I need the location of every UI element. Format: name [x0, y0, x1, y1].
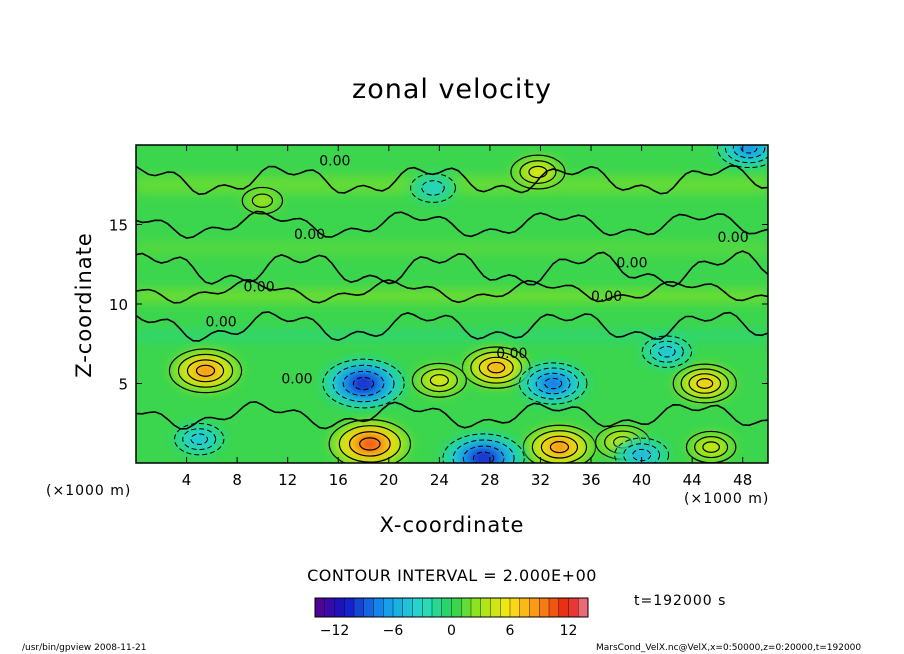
- colorbar-cell: [392, 597, 404, 618]
- feature-blob: [517, 361, 589, 406]
- chart-title: zonal velocity: [352, 74, 552, 105]
- field-band: [136, 240, 768, 257]
- colorbar-cell: [431, 597, 443, 618]
- colorbar-cell: [548, 597, 560, 618]
- colorbar-cell: [529, 597, 540, 618]
- contour-label: 0.00: [496, 346, 527, 362]
- x-tick-label: 24: [430, 471, 449, 489]
- colorbar-cell: [314, 597, 326, 618]
- feature-blob: [685, 430, 738, 463]
- x-tick-label: 28: [480, 471, 499, 489]
- field-band: [136, 288, 768, 304]
- colorbar-cell: [500, 597, 511, 618]
- contour-label: 0.00: [717, 230, 748, 246]
- colorbar-tick-label: 12: [560, 623, 578, 639]
- colorbar-cell: [402, 597, 414, 618]
- colorbar-cell: [383, 597, 394, 618]
- colorbar-tick-label: 0: [447, 623, 456, 639]
- colorbar-cell: [490, 597, 501, 618]
- plot-area: 0.00 0.00 0.00 0.00 0.00 0.00 0.00 0.00 0.00: [135, 144, 769, 464]
- feature-blob: [241, 186, 284, 215]
- time-label: t=192000 s: [634, 593, 727, 609]
- colorbar-cell: [334, 597, 345, 618]
- x-tick-label: 16: [329, 471, 348, 489]
- contour-label: 0.00: [319, 154, 350, 170]
- colorbar-cell: [373, 597, 384, 618]
- colorbar-cell: [353, 597, 365, 618]
- x-tick-group: 4 8 12 16 20 24 28 32 36 40 44 48: [182, 145, 752, 489]
- colorbar-cell: [578, 597, 589, 618]
- x-tick-label: 32: [531, 471, 550, 489]
- x-tick-label: 8: [232, 471, 242, 489]
- colorbar-cell: [470, 597, 482, 618]
- y-tick-label: 10: [109, 296, 128, 314]
- colorbar-cell: [519, 597, 531, 618]
- feature-blob: [173, 422, 226, 456]
- colorbar-cell: [461, 597, 472, 618]
- zero-contour-line: [136, 210, 768, 239]
- colorbar-cell: [558, 597, 570, 618]
- colorbar-cell: [441, 597, 453, 618]
- x-tick-label: 40: [632, 471, 651, 489]
- y-tick-label: 15: [109, 217, 128, 235]
- colorbar-tick-label: −12: [320, 623, 350, 639]
- feature-blob: [521, 424, 598, 463]
- feature-blob: [671, 363, 738, 404]
- contour-interval-label: CONTOUR INTERVAL = 2.000E+00: [307, 566, 597, 585]
- feature-blob: [320, 357, 407, 410]
- zero-contour-line: [136, 401, 768, 430]
- x-tick-label: 36: [581, 471, 600, 489]
- zero-contour-line: [136, 278, 768, 304]
- x-tick-label: 4: [182, 471, 192, 489]
- feature-blob: [440, 432, 527, 463]
- x-tick-label: 20: [379, 471, 398, 489]
- contour-label: 0.00: [294, 227, 325, 243]
- footer-left: /usr/bin/gpview 2008-11-21: [22, 643, 147, 653]
- colorbar-cell: [412, 597, 423, 618]
- feature-blob: [509, 154, 567, 190]
- footer-right: MarsCond_VelX.nc@VelX,x=0:50000,z=0:2000…: [596, 643, 862, 653]
- feature-blob: [640, 335, 693, 369]
- x-axis-label: X-coordinate: [379, 513, 525, 537]
- contour-label: 0.00: [206, 314, 237, 330]
- field-background: [136, 145, 768, 463]
- feature-blob: [715, 145, 768, 169]
- contour-label: 0.00: [591, 289, 622, 305]
- zero-contour-line: [136, 311, 768, 342]
- colorbar: −12 −6 0 6 12: [314, 597, 589, 639]
- x-tick-label: 12: [278, 471, 297, 489]
- x-axis-unit-left: (×1000 m): [46, 483, 132, 499]
- feature-blob: [460, 345, 532, 390]
- y-tick-group: 5 10 15: [109, 217, 768, 394]
- colorbar-tick-label: 6: [506, 623, 515, 639]
- x-tick-label: 48: [733, 471, 752, 489]
- colorbar-cell: [568, 597, 579, 618]
- colorbar-cell: [422, 597, 433, 618]
- colorbar-cell: [539, 597, 550, 618]
- x-axis-unit-right: (×1000 m): [684, 491, 770, 507]
- zero-contour-line: [136, 250, 768, 288]
- feature-blob: [613, 437, 670, 463]
- colorbar-cell: [509, 597, 521, 618]
- colorbar-frame: [314, 597, 589, 618]
- x-tick-label: 44: [683, 471, 702, 489]
- contour-label: 0.00: [243, 279, 274, 295]
- colorbar-cell: [344, 597, 355, 618]
- feature-blob: [327, 418, 413, 463]
- y-tick-label: 5: [118, 376, 128, 394]
- feature-blob: [410, 362, 468, 399]
- colorbar-cell: [451, 597, 462, 618]
- colorbar-cell: [324, 597, 336, 618]
- contour-label: 0.00: [616, 255, 647, 271]
- feature-blob: [409, 172, 457, 204]
- colorbar-tick-label: −6: [383, 623, 404, 639]
- colorbar-cell: [480, 597, 492, 618]
- feature-blob: [167, 347, 244, 394]
- zero-contour-line: [136, 165, 768, 196]
- colorbar-cell: [363, 597, 375, 618]
- contour-label: 0.00: [281, 372, 312, 388]
